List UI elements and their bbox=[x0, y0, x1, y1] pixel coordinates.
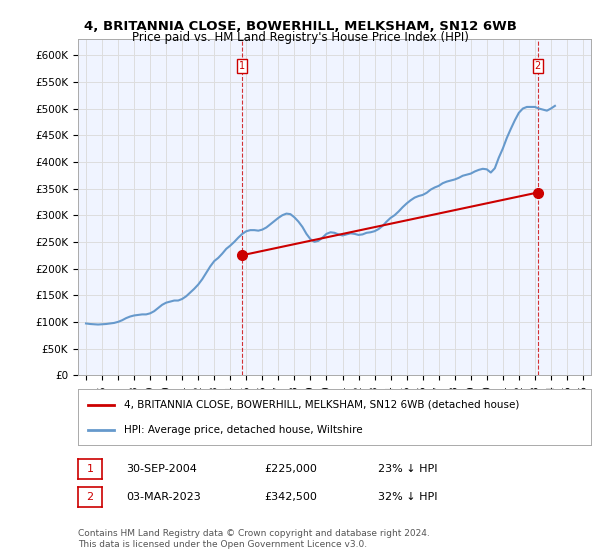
Text: 4, BRITANNIA CLOSE, BOWERHILL, MELKSHAM, SN12 6WB (detached house): 4, BRITANNIA CLOSE, BOWERHILL, MELKSHAM,… bbox=[124, 400, 520, 410]
Text: 2: 2 bbox=[86, 492, 94, 502]
Text: Price paid vs. HM Land Registry's House Price Index (HPI): Price paid vs. HM Land Registry's House … bbox=[131, 31, 469, 44]
Text: 32% ↓ HPI: 32% ↓ HPI bbox=[378, 492, 437, 502]
Text: 23% ↓ HPI: 23% ↓ HPI bbox=[378, 464, 437, 474]
Text: £225,000: £225,000 bbox=[264, 464, 317, 474]
Text: 30-SEP-2004: 30-SEP-2004 bbox=[126, 464, 197, 474]
Text: 03-MAR-2023: 03-MAR-2023 bbox=[126, 492, 201, 502]
Text: 4, BRITANNIA CLOSE, BOWERHILL, MELKSHAM, SN12 6WB: 4, BRITANNIA CLOSE, BOWERHILL, MELKSHAM,… bbox=[83, 20, 517, 32]
Text: Contains HM Land Registry data © Crown copyright and database right 2024.
This d: Contains HM Land Registry data © Crown c… bbox=[78, 529, 430, 549]
Text: 1: 1 bbox=[239, 61, 245, 71]
Text: HPI: Average price, detached house, Wiltshire: HPI: Average price, detached house, Wilt… bbox=[124, 424, 363, 435]
Text: £342,500: £342,500 bbox=[264, 492, 317, 502]
Text: 1: 1 bbox=[86, 464, 94, 474]
Text: 2: 2 bbox=[535, 61, 541, 71]
